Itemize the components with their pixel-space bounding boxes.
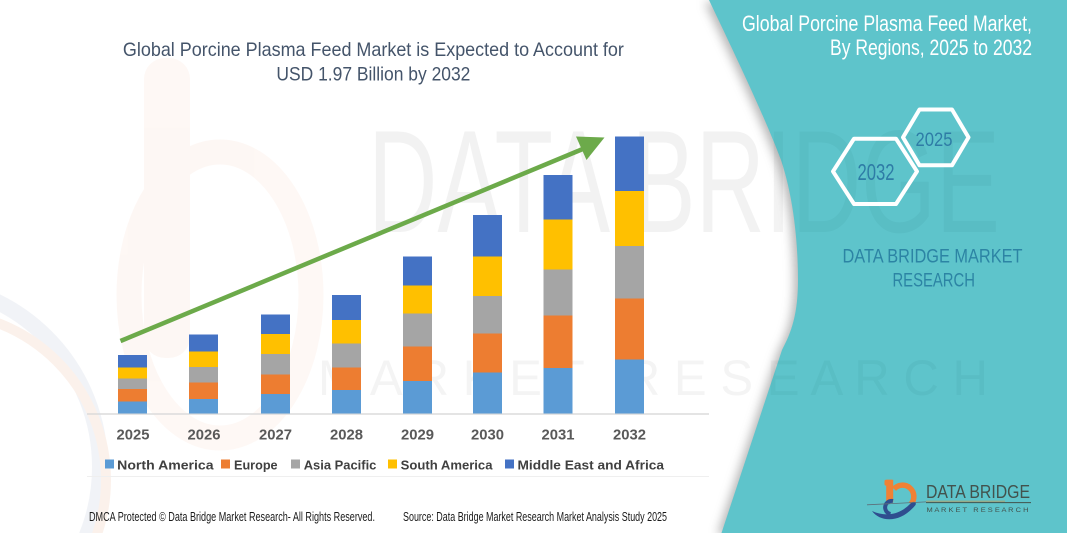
- svg-text:2026: 2026: [188, 427, 221, 444]
- svg-text:RESEARCH: RESEARCH: [892, 270, 975, 291]
- svg-text:2030: 2030: [471, 427, 504, 444]
- svg-text:Global Porcine Plasma Feed Mar: Global Porcine Plasma Feed Market is Exp…: [123, 40, 625, 61]
- svg-text:Europe: Europe: [234, 458, 278, 473]
- svg-text:2028: 2028: [330, 427, 363, 444]
- svg-text:2031: 2031: [542, 427, 575, 444]
- svg-text:2029: 2029: [401, 427, 434, 444]
- svg-text:DATA BRIDGE: DATA BRIDGE: [368, 100, 1000, 263]
- svg-text:Middle East and Africa: Middle East and Africa: [518, 458, 665, 473]
- svg-text:USD 1.97 Billion by 2032: USD 1.97 Billion by 2032: [276, 65, 470, 86]
- svg-text:North America: North America: [117, 458, 214, 473]
- svg-text:DATA BRIDGE: DATA BRIDGE: [926, 481, 1030, 502]
- svg-text:Global Porcine Plasma Feed Mar: Global Porcine Plasma Feed Market,: [742, 11, 1032, 36]
- svg-text:M A R K E T R E S E A R C H: M A R K E T R E S E A R C H: [927, 507, 1029, 514]
- svg-text:DATA BRIDGE MARKET: DATA BRIDGE MARKET: [843, 247, 1023, 268]
- svg-text:2032: 2032: [613, 427, 646, 444]
- svg-text:By Regions, 2025 to 2032: By Regions, 2025 to 2032: [830, 35, 1032, 60]
- svg-text:South America: South America: [401, 458, 494, 473]
- svg-text:2025: 2025: [916, 129, 953, 151]
- svg-text:Asia Pacific: Asia Pacific: [304, 458, 377, 473]
- svg-text:Source: Data Bridge Market Res: Source: Data Bridge Market Research Mark…: [403, 510, 667, 524]
- svg-text:2032: 2032: [858, 159, 895, 185]
- svg-text:DMCA Protected © Data Bridge M: DMCA Protected © Data Bridge Market Rese…: [89, 510, 375, 524]
- svg-text:2027: 2027: [259, 427, 292, 444]
- svg-text:2025: 2025: [117, 427, 150, 444]
